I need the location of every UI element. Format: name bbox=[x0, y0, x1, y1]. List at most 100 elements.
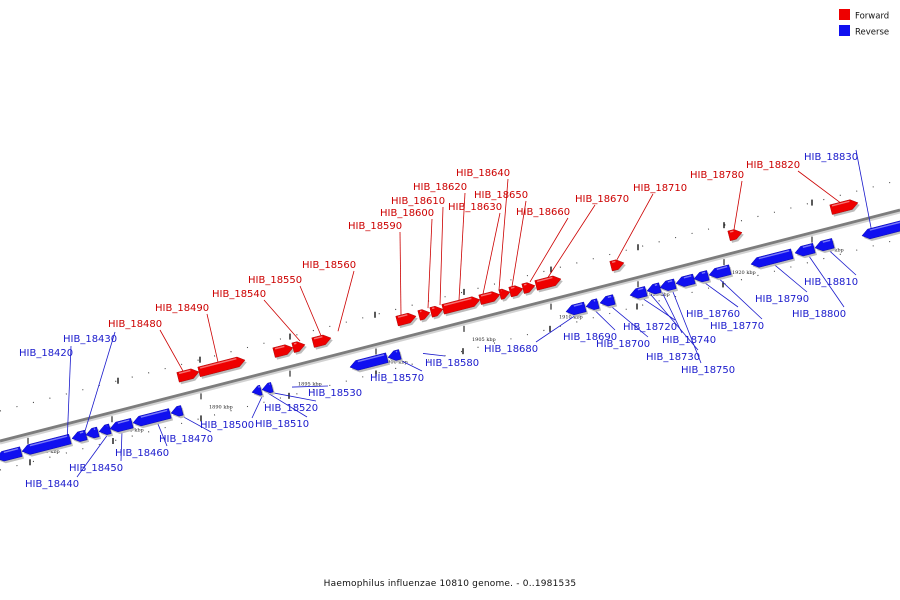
gene-label[interactable]: HIB_18700 bbox=[596, 339, 650, 350]
gene-hib-18820[interactable] bbox=[829, 198, 861, 217]
reverse-gene-arrow bbox=[98, 423, 112, 435]
gene-label[interactable]: HIB_18420 bbox=[19, 348, 73, 359]
gene-hib-18810[interactable] bbox=[814, 238, 837, 255]
gene-hib-18620[interactable] bbox=[441, 295, 483, 317]
gene-label[interactable]: HIB_18810 bbox=[804, 277, 858, 288]
gene-label[interactable]: HIB_18830 bbox=[804, 152, 858, 163]
gene-hib-18550[interactable] bbox=[291, 340, 308, 355]
gene-hib-18490[interactable] bbox=[197, 355, 248, 379]
gene-highlight bbox=[654, 284, 658, 286]
gene-label[interactable]: HIB_18600 bbox=[380, 208, 434, 219]
gene-label[interactable]: HIB_18790 bbox=[755, 294, 809, 305]
gene-label[interactable]: HIB_18680 bbox=[484, 344, 538, 355]
gene-label[interactable]: HIB_18470 bbox=[159, 434, 213, 445]
forward-gene-arrow bbox=[272, 344, 294, 358]
gene-hib-18740[interactable] bbox=[659, 278, 679, 295]
gene-label[interactable]: HIB_18520 bbox=[264, 403, 318, 414]
gene-label[interactable]: HIB_18440 bbox=[25, 479, 79, 490]
gene-hib-18470[interactable] bbox=[109, 418, 136, 436]
gene-label[interactable]: HIB_18580 bbox=[425, 358, 479, 369]
gene-label[interactable]: HIB_18770 bbox=[710, 321, 764, 332]
gene-hib-18720[interactable] bbox=[629, 286, 650, 303]
gene-hib-18680[interactable] bbox=[565, 301, 589, 319]
gene-highlight bbox=[716, 266, 728, 271]
gene-label[interactable]: HIB_18640 bbox=[456, 168, 510, 179]
gene-hib-18780[interactable] bbox=[727, 227, 745, 243]
gene-hib-18690[interactable] bbox=[585, 298, 602, 313]
gene-label[interactable]: HIB_18710 bbox=[633, 183, 687, 194]
gene-hib-18430[interactable] bbox=[21, 433, 74, 459]
gene-label[interactable]: HIB_18540 bbox=[212, 289, 266, 300]
gene-label[interactable]: HIB_18750 bbox=[681, 365, 735, 376]
gene-hib-18790[interactable] bbox=[750, 248, 796, 272]
gene-hib-18450[interactable] bbox=[85, 426, 102, 442]
gene-hib-18570[interactable] bbox=[349, 352, 391, 375]
reverse-gene-arrow bbox=[708, 264, 732, 279]
leader-line bbox=[159, 329, 184, 372]
gene-hib-18760[interactable] bbox=[693, 270, 712, 286]
gene-label[interactable]: HIB_18720 bbox=[623, 322, 677, 333]
gene-hib-18640[interactable] bbox=[498, 287, 513, 302]
gene-hib-18710[interactable] bbox=[609, 258, 627, 274]
gene-hib-18630[interactable] bbox=[478, 290, 503, 308]
gene-label[interactable]: HIB_18570 bbox=[370, 373, 424, 384]
gene-hib-18540[interactable] bbox=[272, 343, 296, 360]
gene-highlight bbox=[397, 314, 408, 318]
leader-line bbox=[156, 421, 168, 447]
gene-label[interactable]: HIB_18820 bbox=[746, 160, 800, 171]
gene-hib-18510[interactable] bbox=[170, 405, 186, 420]
gene-label[interactable]: HIB_18430 bbox=[63, 334, 117, 345]
gene-label[interactable]: HIB_18620 bbox=[413, 182, 467, 193]
gene-hib-18520[interactable] bbox=[251, 384, 265, 400]
gene-highlight bbox=[357, 354, 385, 363]
gene-label[interactable]: HIB_18660 bbox=[516, 207, 570, 218]
gene-hib-18580[interactable] bbox=[387, 349, 404, 364]
gene-label[interactable]: HIB_18450 bbox=[69, 463, 123, 474]
gene-hib-18770[interactable] bbox=[708, 264, 734, 282]
gene-hib-18590[interactable] bbox=[395, 311, 419, 329]
gene-hib-18830[interactable] bbox=[861, 219, 900, 243]
leader-line bbox=[180, 415, 212, 433]
gene-label[interactable]: HIB_18550 bbox=[248, 275, 302, 286]
gene-label[interactable]: HIB_18740 bbox=[662, 335, 716, 346]
gene-hib-18420[interactable] bbox=[0, 446, 25, 465]
gene-hib-18600[interactable] bbox=[417, 307, 433, 323]
gene-label[interactable]: HIB_18510 bbox=[255, 419, 309, 430]
gene-label[interactable]: HIB_18630 bbox=[448, 202, 502, 213]
gene-label[interactable]: HIB_18690 bbox=[563, 332, 617, 343]
axis-tick-label: 1895 kbp bbox=[298, 382, 322, 388]
gene-label[interactable]: HIB_18480 bbox=[108, 319, 162, 330]
gene-highlight bbox=[758, 250, 790, 260]
gene-hib-18530[interactable] bbox=[261, 382, 276, 397]
gene-label[interactable]: HIB_18610 bbox=[391, 196, 445, 207]
gene-label[interactable]: HIB_18460 bbox=[115, 448, 169, 459]
gene-label[interactable]: HIB_18500 bbox=[200, 420, 254, 431]
gene-label[interactable]: HIB_18530 bbox=[308, 388, 362, 399]
gene-label[interactable]: HIB_18560 bbox=[302, 260, 356, 271]
gene-label[interactable]: HIB_18650 bbox=[474, 190, 528, 201]
forward-gene-arrow bbox=[291, 341, 306, 353]
gene-hib-18660[interactable] bbox=[521, 281, 538, 296]
gene-label[interactable]: HIB_18760 bbox=[686, 309, 740, 320]
gene-hib-18750[interactable] bbox=[675, 273, 698, 291]
gene-hib-18650[interactable] bbox=[508, 284, 526, 300]
gene-label[interactable]: HIB_18590 bbox=[348, 221, 402, 232]
gene-hib-18480[interactable] bbox=[176, 367, 202, 385]
gene-hib-18500[interactable] bbox=[132, 408, 174, 430]
gene-label[interactable]: HIB_18730 bbox=[646, 352, 700, 363]
gene-label[interactable]: HIB_18490 bbox=[155, 303, 209, 314]
gene-hib-18440[interactable] bbox=[71, 429, 90, 446]
gene-hib-18700[interactable] bbox=[599, 294, 618, 310]
gene-highlight bbox=[79, 431, 84, 434]
gene-hib-18800[interactable] bbox=[794, 242, 818, 260]
gene-label[interactable]: HIB_18670 bbox=[575, 194, 629, 205]
gene-hib-18610[interactable] bbox=[429, 304, 446, 320]
gene-hib-18460[interactable] bbox=[98, 423, 114, 439]
gene-label[interactable]: HIB_18780 bbox=[690, 170, 744, 181]
gene-hib-18560[interactable] bbox=[311, 333, 334, 350]
gene-hib-18730[interactable] bbox=[646, 282, 664, 298]
axis-tick-label: 1900 kbp bbox=[384, 359, 408, 365]
gene-label[interactable]: HIB_18800 bbox=[792, 309, 846, 320]
gene-hib-18670[interactable] bbox=[534, 274, 564, 293]
gene-highlight bbox=[431, 307, 435, 310]
